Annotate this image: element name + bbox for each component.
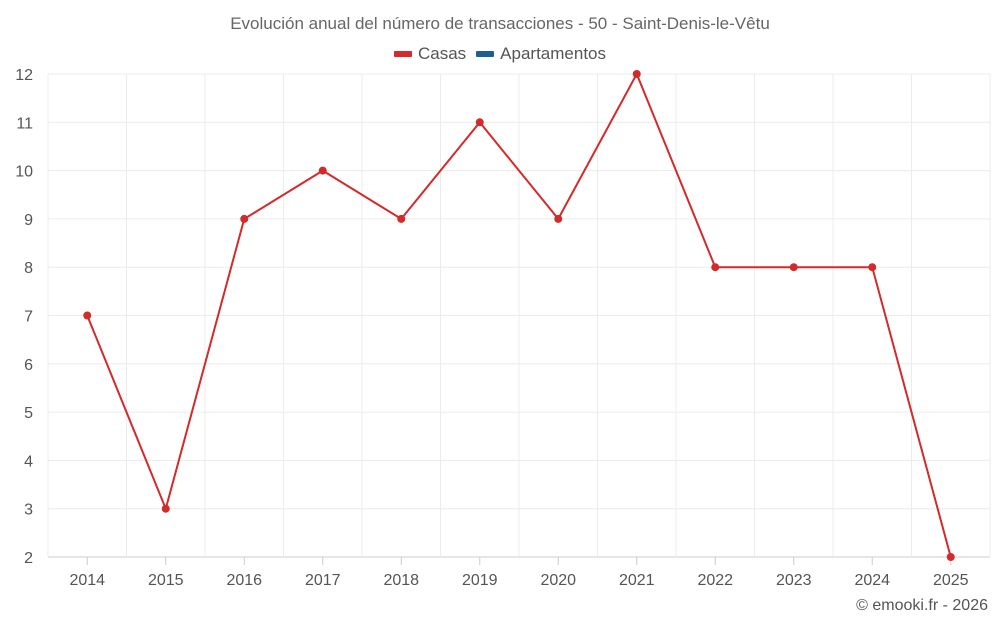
data-point <box>868 263 877 272</box>
data-point <box>946 553 955 561</box>
credits[interactable]: © emooki.fr - 2026 <box>856 597 988 614</box>
x-tick-label: 2014 <box>69 572 105 589</box>
data-point <box>475 118 484 127</box>
y-tick-label: 9 <box>24 212 33 229</box>
y-tick-label: 4 <box>24 453 33 470</box>
x-tick-label: 2021 <box>619 572 655 589</box>
x-tick-label: 2024 <box>854 572 890 589</box>
legend-label-apartamentos: Apartamentos <box>500 44 607 63</box>
data-point <box>711 263 720 272</box>
y-tick-label: 11 <box>16 115 33 132</box>
series-line-casas <box>86 73 952 558</box>
x-tick-label: 2022 <box>697 572 733 589</box>
y-tick-label: 5 <box>24 405 33 422</box>
legend-swatch-casas <box>393 51 412 57</box>
x-tick-label: 2020 <box>540 572 576 589</box>
chart-title: Evolución anual del número de transaccio… <box>230 14 770 33</box>
data-point <box>161 504 170 513</box>
legend-item-apartamentos[interactable]: Apartamentos <box>476 44 606 64</box>
x-axis: 2014 2015 2016 2017 2018 2019 2020 2021 2022 2023… <box>69 557 969 589</box>
x-tick-label: 2017 <box>305 572 341 589</box>
x-tick-label: 2016 <box>226 572 262 589</box>
legend-label-casas: Casas <box>417 44 467 63</box>
data-point <box>397 214 406 223</box>
data-point <box>554 214 563 223</box>
x-tick-label: 2025 <box>933 572 969 589</box>
data-point <box>83 311 92 320</box>
y-tick-label: 12 <box>15 67 33 84</box>
x-tick-label: 2019 <box>462 572 498 589</box>
grid-lines <box>47 73 991 558</box>
series-layer <box>83 70 955 561</box>
legend: Casas Apartamentos <box>0 44 1000 64</box>
legend-item-casas[interactable]: Casas <box>393 44 467 64</box>
y-tick-label: 2 <box>24 550 33 567</box>
y-tick-label: 3 <box>24 502 33 519</box>
data-point <box>789 263 798 272</box>
data-point <box>318 166 327 175</box>
x-tick-label: 2023 <box>776 572 812 589</box>
y-tick-label: 10 <box>15 164 33 181</box>
data-point <box>240 214 249 223</box>
x-tick-label: 2015 <box>148 572 184 589</box>
y-axis: 2 3 4 5 6 7 8 9 10 11 12 <box>15 67 33 567</box>
y-tick-label: 7 <box>24 309 33 326</box>
data-point <box>632 70 641 78</box>
y-tick-label: 6 <box>24 357 33 374</box>
y-tick-label: 8 <box>24 260 33 277</box>
x-tick-label: 2018 <box>383 572 419 589</box>
legend-swatch-apartamentos <box>476 51 495 57</box>
